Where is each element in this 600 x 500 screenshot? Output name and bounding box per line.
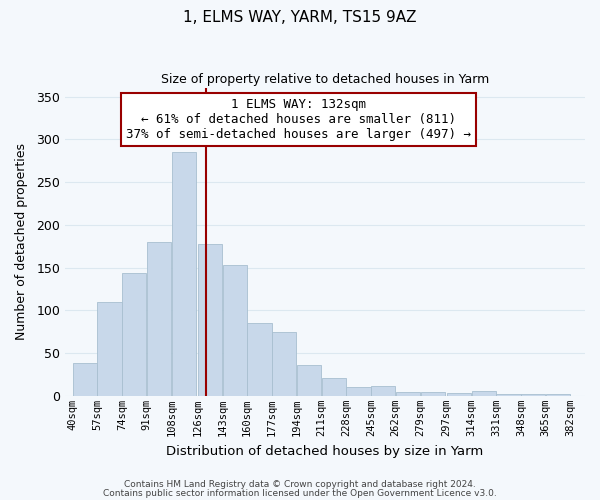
- Bar: [322, 378, 346, 396]
- Title: Size of property relative to detached houses in Yarm: Size of property relative to detached ho…: [161, 72, 489, 86]
- Bar: [472, 391, 496, 396]
- Bar: [223, 265, 247, 396]
- Bar: [198, 244, 222, 396]
- Bar: [546, 394, 570, 396]
- Bar: [371, 386, 395, 396]
- X-axis label: Distribution of detached houses by size in Yarm: Distribution of detached houses by size …: [166, 444, 484, 458]
- Text: 1 ELMS WAY: 132sqm
← 61% of detached houses are smaller (811)
37% of semi-detach: 1 ELMS WAY: 132sqm ← 61% of detached hou…: [125, 98, 470, 142]
- Bar: [272, 332, 296, 396]
- Y-axis label: Number of detached properties: Number of detached properties: [15, 144, 28, 340]
- Bar: [172, 152, 196, 396]
- Bar: [346, 388, 371, 396]
- Bar: [421, 392, 445, 396]
- Text: 1, ELMS WAY, YARM, TS15 9AZ: 1, ELMS WAY, YARM, TS15 9AZ: [183, 10, 417, 25]
- Bar: [496, 394, 521, 396]
- Bar: [122, 273, 146, 396]
- Bar: [521, 394, 545, 396]
- Bar: [247, 323, 272, 396]
- Bar: [447, 394, 471, 396]
- Bar: [297, 365, 321, 396]
- Bar: [73, 364, 97, 396]
- Bar: [147, 242, 171, 396]
- Text: Contains public sector information licensed under the Open Government Licence v3: Contains public sector information licen…: [103, 488, 497, 498]
- Bar: [97, 302, 122, 396]
- Bar: [396, 392, 420, 396]
- Text: Contains HM Land Registry data © Crown copyright and database right 2024.: Contains HM Land Registry data © Crown c…: [124, 480, 476, 489]
